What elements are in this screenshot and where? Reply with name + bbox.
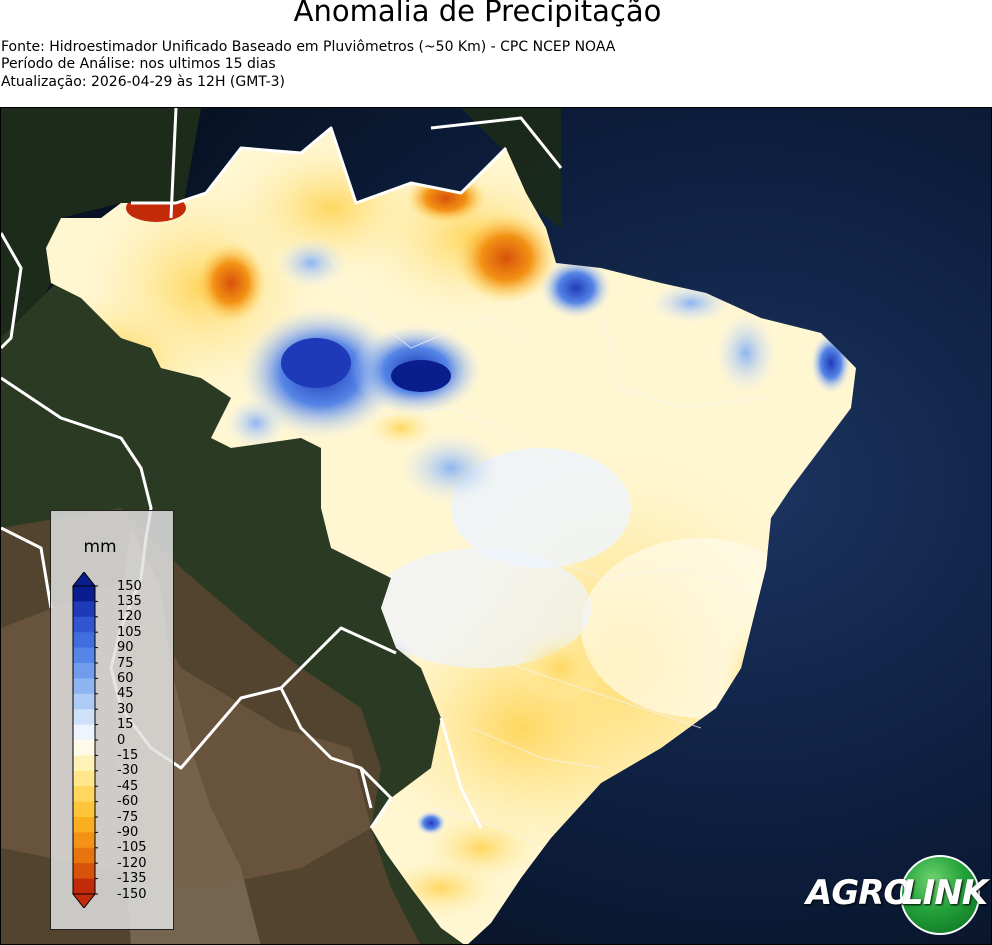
colorbar-tick-label: -135 bbox=[117, 871, 147, 887]
colorbar-tick-label: -30 bbox=[117, 763, 139, 779]
colorbar-tick-label: 90 bbox=[117, 640, 134, 656]
colorbar-cell bbox=[73, 601, 95, 618]
logo-text-agro: AGRO bbox=[806, 873, 912, 913]
colorbar-cell bbox=[73, 740, 95, 756]
colorbar-tick-label: 15 bbox=[117, 717, 134, 733]
colorbar-cell bbox=[73, 663, 95, 679]
agrolink-logo: AGRO LINK bbox=[806, 855, 988, 935]
analysis-period: Período de Análise: nos ultimos 15 dias bbox=[1, 56, 276, 72]
colorbar-cell bbox=[73, 586, 95, 602]
legend-unit: mm bbox=[83, 537, 117, 557]
colorbar bbox=[72, 572, 98, 908]
colorbar-cell bbox=[73, 801, 95, 818]
colorbar-cell bbox=[73, 817, 95, 833]
map-title: Anomalia de Precipitação bbox=[293, 0, 662, 28]
colorbar-tick-label: 105 bbox=[117, 624, 142, 640]
logo-globe-icon bbox=[900, 855, 980, 935]
colorbar-cell bbox=[73, 863, 95, 880]
colorbar-tick-label: -90 bbox=[117, 824, 139, 840]
update-time: Atualização: 2026-04-29 às 12H (GMT-3) bbox=[1, 74, 285, 90]
colorbar-bottom-arrow bbox=[72, 893, 97, 908]
colorbar-tick-label: 30 bbox=[117, 701, 134, 717]
state-borders bbox=[330, 257, 762, 849]
colorbar-tick-label: -105 bbox=[117, 840, 147, 856]
colorbar-cell bbox=[73, 724, 95, 741]
colorbar-tick-label: -60 bbox=[117, 794, 139, 810]
colorbar-tick-label: 60 bbox=[117, 670, 134, 686]
legend-panel: mm bbox=[50, 510, 174, 930]
colorbar-tick-label: 0 bbox=[117, 732, 126, 748]
colorbar-tick-label: 45 bbox=[117, 686, 134, 702]
colorbar-tick-label: -150 bbox=[117, 886, 147, 902]
colorbar-cell bbox=[73, 786, 95, 803]
colorbar-cell bbox=[73, 616, 95, 633]
colorbar-cell bbox=[73, 847, 95, 864]
colorbar-cell bbox=[73, 770, 95, 787]
data-source: Fonte: Hidroestimador Unificado Baseado … bbox=[1, 39, 616, 55]
colorbar-cell bbox=[73, 755, 95, 772]
colorbar-top-arrow bbox=[72, 572, 97, 587]
colorbar-cell bbox=[73, 632, 95, 649]
colorbar-cell bbox=[73, 678, 95, 695]
colorbar-cell bbox=[73, 647, 95, 664]
colorbar-tick-label: 150 bbox=[117, 578, 142, 594]
colorbar-cell bbox=[73, 709, 95, 726]
colorbar-tick-label: 75 bbox=[117, 655, 134, 671]
colorbar-tick-label: 135 bbox=[117, 593, 142, 609]
colorbar-tick-label: -75 bbox=[117, 809, 139, 825]
colorbar-tick-label: -120 bbox=[117, 855, 147, 871]
colorbar-tick-label: -15 bbox=[117, 747, 139, 763]
colorbar-cell bbox=[73, 878, 95, 895]
colorbar-cell bbox=[73, 693, 95, 710]
logo-text-link: LINK bbox=[902, 873, 988, 913]
colorbar-cell bbox=[73, 832, 95, 849]
colorbar-tick-label: 120 bbox=[117, 609, 142, 625]
colorbar-tick-label: -45 bbox=[117, 778, 139, 794]
